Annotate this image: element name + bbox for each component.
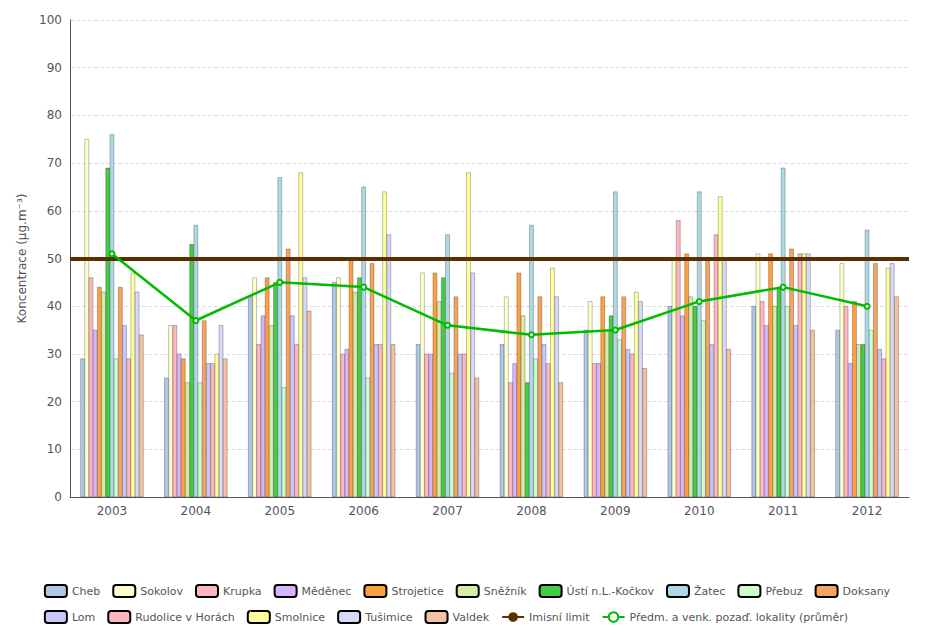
svg-text:2004: 2004 bbox=[181, 504, 212, 518]
svg-text:50: 50 bbox=[47, 252, 62, 266]
svg-text:Ústí n.L.-Kočkov: Ústí n.L.-Kočkov bbox=[567, 585, 655, 598]
svg-text:Krupka: Krupka bbox=[223, 585, 262, 598]
svg-text:80: 80 bbox=[47, 108, 62, 122]
svg-text:60: 60 bbox=[47, 204, 62, 218]
svg-text:2006: 2006 bbox=[348, 504, 379, 518]
svg-text:2010: 2010 bbox=[684, 504, 715, 518]
svg-text:Koncentrace (µg.m⁻³): Koncentrace (µg.m⁻³) bbox=[15, 194, 29, 324]
svg-text:Smolnice: Smolnice bbox=[275, 611, 326, 624]
svg-text:2005: 2005 bbox=[264, 504, 295, 518]
svg-text:10: 10 bbox=[47, 442, 62, 456]
svg-text:Imisní limit: Imisní limit bbox=[529, 611, 590, 624]
svg-text:40: 40 bbox=[47, 299, 62, 313]
svg-text:Rudolice v Horách: Rudolice v Horách bbox=[135, 611, 235, 624]
svg-text:100: 100 bbox=[39, 13, 62, 27]
svg-text:Strojetice: Strojetice bbox=[391, 585, 444, 598]
svg-text:Lom: Lom bbox=[72, 611, 95, 624]
svg-text:Sněžník: Sněžník bbox=[484, 585, 528, 598]
svg-text:70: 70 bbox=[47, 156, 62, 170]
svg-text:2008: 2008 bbox=[516, 504, 547, 518]
svg-text:Měděnec: Měděnec bbox=[302, 585, 352, 598]
svg-text:2009: 2009 bbox=[600, 504, 631, 518]
svg-text:0: 0 bbox=[54, 490, 62, 504]
svg-text:2012: 2012 bbox=[852, 504, 883, 518]
svg-text:Žatec: Žatec bbox=[694, 585, 725, 598]
svg-text:Přebuz: Přebuz bbox=[765, 585, 802, 598]
svg-text:Sokolov: Sokolov bbox=[140, 585, 183, 598]
svg-text:Cheb: Cheb bbox=[72, 585, 100, 598]
svg-text:2007: 2007 bbox=[432, 504, 463, 518]
svg-text:Doksany: Doksany bbox=[843, 585, 891, 598]
svg-text:30: 30 bbox=[47, 347, 62, 361]
svg-text:Valdek: Valdek bbox=[453, 611, 490, 624]
svg-text:20: 20 bbox=[47, 395, 62, 409]
svg-text:2011: 2011 bbox=[768, 504, 799, 518]
svg-text:2003: 2003 bbox=[97, 504, 128, 518]
svg-text:Předm. a venk. pozaď. lokality: Předm. a venk. pozaď. lokality (průměr) bbox=[630, 611, 848, 624]
svg-text:90: 90 bbox=[47, 61, 62, 75]
svg-text:Tušimice: Tušimice bbox=[364, 611, 413, 624]
